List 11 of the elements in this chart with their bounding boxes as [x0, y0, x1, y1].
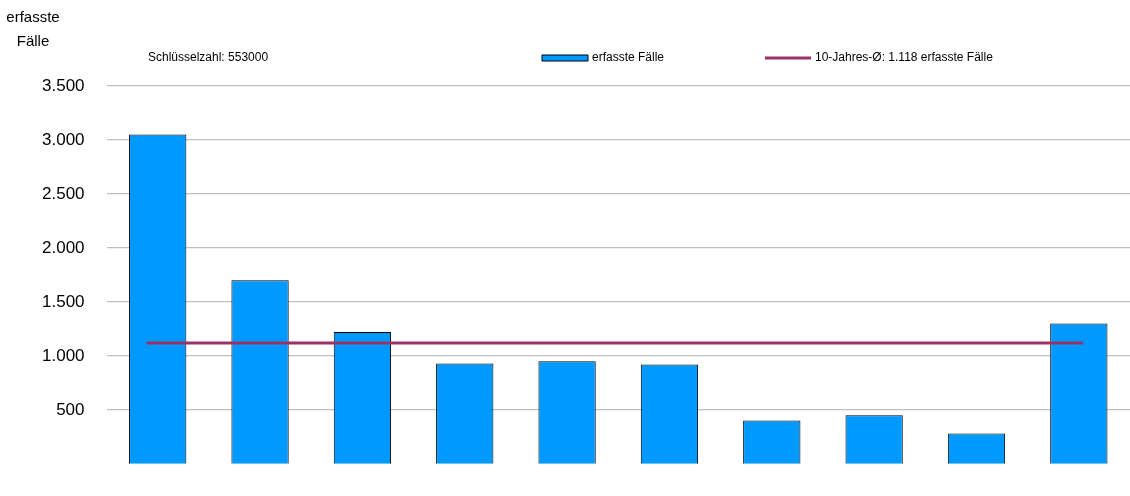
y-tick-label: 2.500	[41, 183, 85, 203]
legend-label: 10-Jahres-Ø: 1.118 erfasste Fälle	[815, 50, 994, 65]
legend-label: erfasste Fälle	[592, 50, 665, 65]
y-tick-label: 1.000	[41, 345, 85, 365]
y-tick-label: 500	[56, 399, 85, 419]
y-tick-label: 2.000	[41, 237, 85, 257]
y-axis-title: erfasste Fälle	[6, 8, 60, 50]
y-tick-label: 3.000	[41, 129, 85, 149]
y-tick-label: 3.500	[41, 75, 85, 95]
y-tick-label: 1.500	[41, 291, 85, 311]
text: Schlüsselzahl: 553000	[148, 50, 269, 65]
